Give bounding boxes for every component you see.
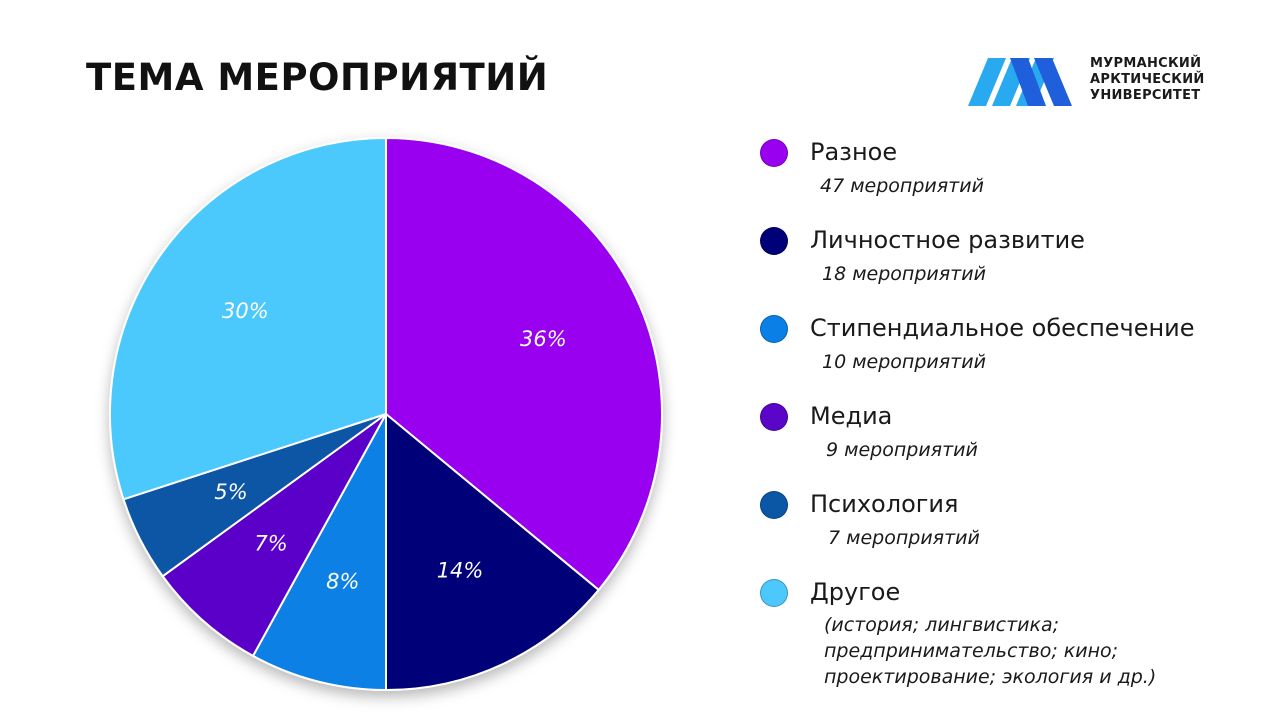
- legend-swatch: [760, 315, 788, 343]
- pie-slice-2: [251, 413, 387, 692]
- logo-line: МУРМАНСКИЙ: [1090, 56, 1202, 71]
- logo-line: УНИВЕРСИТЕТ: [1090, 88, 1201, 103]
- legend-swatch: [760, 491, 788, 519]
- legend-swatch: [760, 227, 788, 255]
- legend-note: (история; лингвистика; предпринимательст…: [824, 614, 1157, 688]
- pie-slice-0: [385, 136, 663, 592]
- legend-label: Личностное развитие: [810, 226, 1085, 254]
- university-logo: МУРМАНСКИЙ АРКТИЧЕСКИЙ УНИВЕРСИТЕТ: [968, 54, 1218, 108]
- pie-slice-5: [109, 136, 387, 501]
- legend-swatch: [760, 579, 788, 607]
- legend-count: 47 мероприятий: [820, 175, 984, 197]
- legend-count: 18 мероприятий: [822, 263, 986, 285]
- pie-slice-label-2: 8%: [326, 569, 359, 593]
- logo-line: АРКТИЧЕСКИЙ: [1090, 72, 1205, 87]
- legend-swatch: [760, 403, 788, 431]
- legend-label: Стипендиальное обеспечение: [810, 314, 1195, 342]
- page-title: ТЕМА МЕРОПРИЯТИЙ: [86, 56, 549, 99]
- logo-text: МУРМАНСКИЙ АРКТИЧЕСКИЙ УНИВЕРСИТЕТ: [1090, 56, 1205, 104]
- pie-slice-label-3: 7%: [254, 531, 287, 555]
- legend-label: Медиа: [810, 402, 893, 430]
- pie-slice-3: [161, 413, 387, 658]
- legend-count: 9 мероприятий: [826, 439, 978, 461]
- legend-label: Разное: [810, 138, 898, 166]
- pie-slice-1: [385, 411, 601, 692]
- legend-label: Другое: [810, 578, 901, 606]
- legend-swatch: [760, 139, 788, 167]
- pie-slice-label-4: 5%: [214, 480, 247, 504]
- legend-label: Психология: [810, 490, 959, 518]
- pie-slice-label-1: 14%: [437, 558, 484, 582]
- mau-logo-icon: [968, 58, 1072, 106]
- pie-chart: 36% 14% 8% 7% 5% 30%: [109, 136, 663, 692]
- legend-count: 7 мероприятий: [828, 527, 980, 549]
- pie-slice-label-5: 30%: [222, 299, 269, 323]
- pie-slice-label-0: 36%: [520, 327, 567, 351]
- legend-count: 10 мероприятий: [822, 351, 986, 373]
